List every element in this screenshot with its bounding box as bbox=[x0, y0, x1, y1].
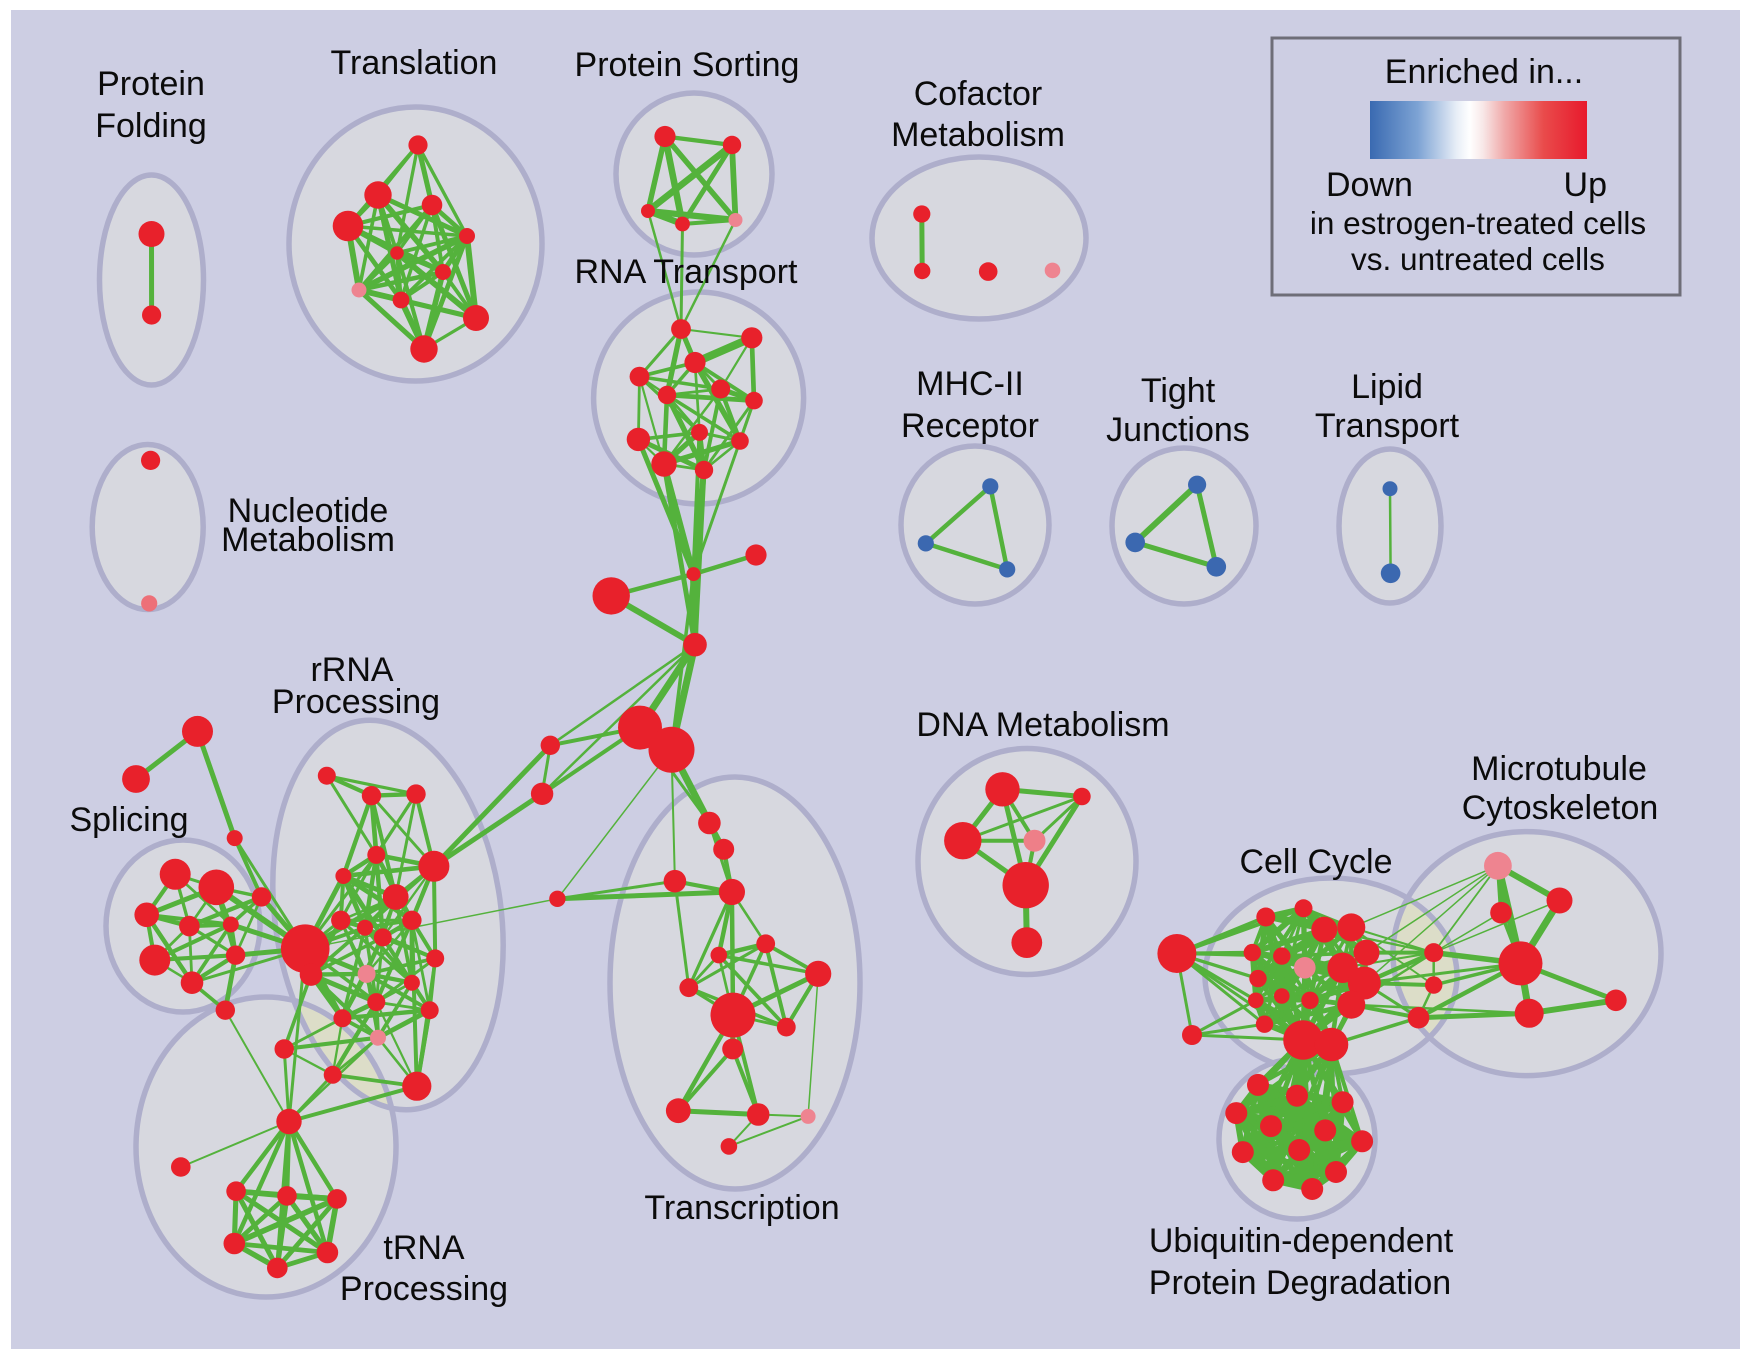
svg-text:vs. untreated cells: vs. untreated cells bbox=[1351, 241, 1605, 277]
svg-text:Ubiquitin-dependent: Ubiquitin-dependent bbox=[1149, 1222, 1454, 1260]
svg-text:tRNA: tRNA bbox=[383, 1229, 465, 1267]
svg-text:Cytoskeleton: Cytoskeleton bbox=[1462, 789, 1659, 827]
svg-text:Processing: Processing bbox=[272, 683, 440, 721]
svg-text:DNA Metabolism: DNA Metabolism bbox=[916, 706, 1169, 744]
svg-text:in estrogen-treated cells: in estrogen-treated cells bbox=[1310, 205, 1646, 241]
svg-text:Enriched in...: Enriched in... bbox=[1385, 53, 1583, 91]
svg-text:Folding: Folding bbox=[95, 107, 207, 145]
svg-text:Lipid: Lipid bbox=[1351, 368, 1423, 406]
svg-text:Junctions: Junctions bbox=[1106, 411, 1250, 449]
svg-text:MHC-II: MHC-II bbox=[916, 365, 1024, 403]
svg-text:Metabolism: Metabolism bbox=[221, 521, 395, 559]
svg-text:Cell Cycle: Cell Cycle bbox=[1239, 843, 1392, 881]
svg-text:Down: Down bbox=[1326, 166, 1413, 204]
svg-text:Protein Degradation: Protein Degradation bbox=[1149, 1264, 1451, 1302]
svg-text:Microtubule: Microtubule bbox=[1471, 750, 1647, 788]
svg-text:Splicing: Splicing bbox=[69, 801, 188, 839]
svg-text:Transcription: Transcription bbox=[644, 1189, 839, 1227]
svg-text:Processing: Processing bbox=[340, 1270, 508, 1308]
svg-text:Transport: Transport bbox=[1315, 407, 1460, 445]
svg-text:Receptor: Receptor bbox=[901, 407, 1039, 445]
svg-text:Metabolism: Metabolism bbox=[891, 116, 1065, 154]
svg-text:Translation: Translation bbox=[331, 44, 498, 82]
svg-text:Cofactor: Cofactor bbox=[914, 75, 1043, 113]
svg-text:Up: Up bbox=[1564, 166, 1607, 204]
svg-text:RNA Transport: RNA Transport bbox=[575, 253, 799, 291]
svg-text:Protein: Protein bbox=[97, 65, 205, 103]
svg-text:Tight: Tight bbox=[1141, 372, 1216, 410]
svg-text:Protein Sorting: Protein Sorting bbox=[575, 46, 800, 84]
